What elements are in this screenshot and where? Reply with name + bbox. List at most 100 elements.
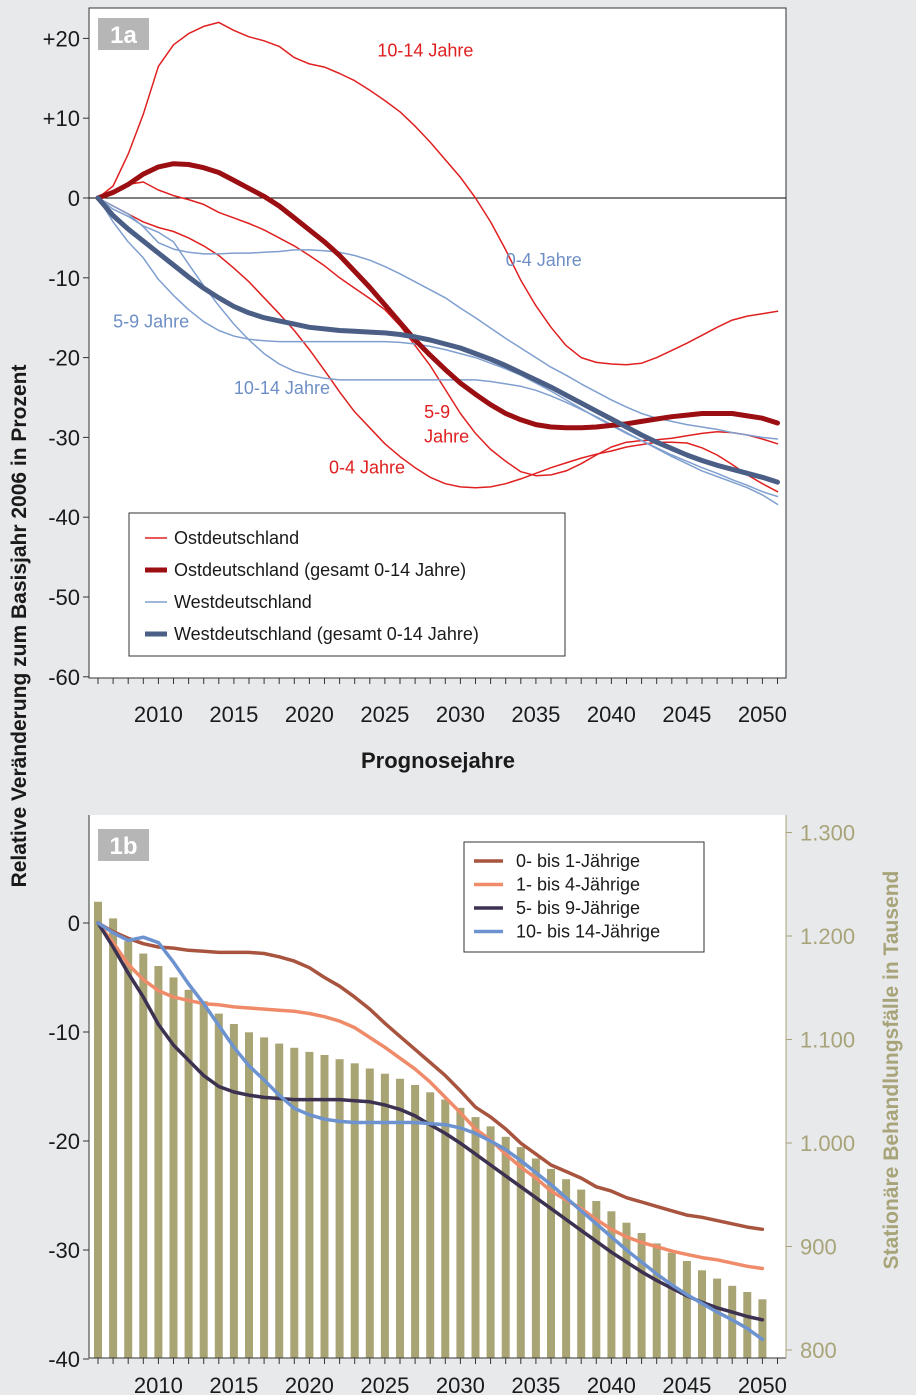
series-line-westdeutschland-gesamt-0-14-jahre	[95, 195, 780, 485]
y-tick-label-1a: -50	[48, 585, 80, 610]
legend-label: 1- bis 4-Jährige	[516, 875, 640, 895]
legend-label: 5- bis 9-Jährige	[516, 898, 640, 918]
annotation-label: 5-9	[424, 402, 450, 422]
y-tick-label-1b: -40	[48, 1347, 80, 1372]
bar	[94, 901, 102, 1358]
bar	[154, 966, 163, 1358]
x-tick-label-1a: 2050	[738, 702, 787, 727]
legend-box-1b	[463, 841, 705, 953]
legend-box-1a	[128, 512, 566, 657]
y-tick-label-1b: -20	[48, 1129, 80, 1154]
bar	[622, 1222, 631, 1358]
annotation-label: 5-9 Jahre	[113, 312, 189, 332]
bar	[698, 1270, 706, 1358]
y-tick-label-1b: -30	[48, 1238, 80, 1263]
bar	[124, 941, 133, 1358]
x-tick-label-1a: 2030	[436, 702, 485, 727]
x-tick-label-1a: 2010	[134, 702, 183, 727]
x-tick-label-1b: 2030	[436, 1373, 485, 1395]
bar	[365, 1068, 374, 1358]
bar	[652, 1243, 661, 1358]
y2-axis-label-1b: Stationäre Behandlungsfälle in Tausend	[880, 871, 903, 1270]
x-tick-label-1a: 2020	[285, 702, 334, 727]
x-tick-label-1b: 2015	[209, 1373, 258, 1395]
bar	[426, 1092, 435, 1358]
bar	[592, 1201, 601, 1358]
bar	[214, 1013, 223, 1358]
legend-1a: Ostdeutschland Ostdeutschland (gesamt 0-1…	[128, 512, 566, 657]
bar	[305, 1051, 314, 1358]
bar	[411, 1085, 420, 1358]
y2-tick-label-1b: 900	[800, 1235, 837, 1260]
bar	[109, 918, 118, 1358]
legend-label: Westdeutschland	[174, 592, 312, 612]
annotation-label: 10-14 Jahre	[377, 40, 473, 60]
bar	[335, 1059, 344, 1358]
panel-label-box-1a	[98, 18, 149, 50]
legend-label: Ostdeutschland	[174, 528, 299, 548]
bar	[758, 1299, 767, 1358]
bar	[245, 1032, 253, 1358]
bar	[441, 1099, 450, 1358]
y-tick-label-1b: -10	[48, 1020, 80, 1045]
chart-1a: 10-14 Jahre 0-4 Jahre 5-9 Jahre 10-14 Jahre…	[43, 7, 787, 773]
bar	[456, 1107, 465, 1358]
x-tick-label-1a: 2025	[360, 702, 409, 727]
x-tick-label-1a: 2015	[209, 702, 258, 727]
y-tick-label-1a: +20	[43, 26, 80, 51]
y-tick-label-1a: -40	[48, 505, 80, 530]
y2-tick-label-1b: 1.200	[800, 924, 855, 949]
x-tick-label-1b: 2025	[360, 1373, 409, 1395]
y2-tick-label-1b: 1.100	[800, 1028, 855, 1053]
series-line-ostdeutschland-gesamt-0-14-jahre	[95, 161, 780, 431]
legend-label: Westdeutschland (gesamt 0-14 Jahre)	[174, 624, 479, 644]
bar	[275, 1043, 284, 1358]
bar	[486, 1126, 495, 1358]
panel-label-box-1b	[98, 829, 149, 861]
bar	[562, 1179, 571, 1358]
annotation-label: Jahre	[424, 427, 469, 447]
chart-1b: 0 -10 -20 -30 -40 1.300 1.200 1.100 1.000 900 800…	[48, 815, 903, 1395]
series-line-0-bis-1-j-hrige	[96, 921, 765, 1232]
bar	[516, 1147, 525, 1358]
bar	[169, 977, 178, 1358]
annotation-label: 0-4 Jahre	[506, 250, 582, 270]
bar	[682, 1261, 691, 1358]
y-tick-label-1a: -60	[48, 665, 80, 690]
y-tick-label-1a: 0	[68, 186, 80, 211]
series-line-ostdeutschland-0-4-jahre	[97, 197, 779, 493]
legend-1b: 0- bis 1-Jährige 1- bis 4-Jährige 5- bis 9…	[463, 841, 705, 953]
panel-label-1b: 1b	[109, 833, 137, 860]
series-line-ostdeutschland-10-14-jahre	[97, 21, 779, 366]
y2-tick-label-1b: 1.000	[800, 1131, 855, 1156]
bar	[501, 1136, 510, 1358]
annotation-label: 0-4 Jahre	[329, 458, 405, 478]
y-tick-label-1a: +10	[43, 106, 80, 131]
bar	[290, 1047, 299, 1358]
series-line-10-bis-14-j-hrige	[96, 921, 765, 1342]
legend-label: 0- bis 1-Jährige	[516, 851, 640, 871]
bar	[471, 1117, 480, 1358]
bar	[713, 1278, 722, 1358]
bar	[577, 1189, 586, 1358]
y2-tick-label-1b: 1.300	[800, 821, 855, 846]
y-axis-label: Relative Veränderung zum Basisjahr 2006 …	[8, 365, 31, 888]
y2-tick-label-1b: 800	[800, 1338, 837, 1363]
y-tick-label-1a: -20	[48, 346, 80, 371]
bar	[350, 1063, 359, 1358]
bar	[199, 1001, 208, 1358]
bar	[380, 1073, 389, 1358]
series-line-westdeutschland-5-9-jahre	[97, 197, 779, 498]
x-tick-label-1b: 2045	[662, 1373, 711, 1395]
x-tick-label-1b: 2020	[285, 1373, 334, 1395]
bar	[531, 1158, 540, 1358]
x-tick-label-1b: 2050	[738, 1373, 787, 1395]
series-line-ostdeutschland-5-9-jahre	[97, 181, 779, 477]
annotation-label: 10-14 Jahre	[234, 378, 330, 398]
x-tick-label-1b: 2040	[587, 1373, 636, 1395]
y-tick-label-1a: -30	[48, 425, 80, 450]
bar	[728, 1285, 737, 1358]
x-axis-label-1a: Prognosejahre	[361, 748, 515, 773]
x-tick-label-1b: 2035	[511, 1373, 560, 1395]
x-tick-label-1a: 2040	[587, 702, 636, 727]
